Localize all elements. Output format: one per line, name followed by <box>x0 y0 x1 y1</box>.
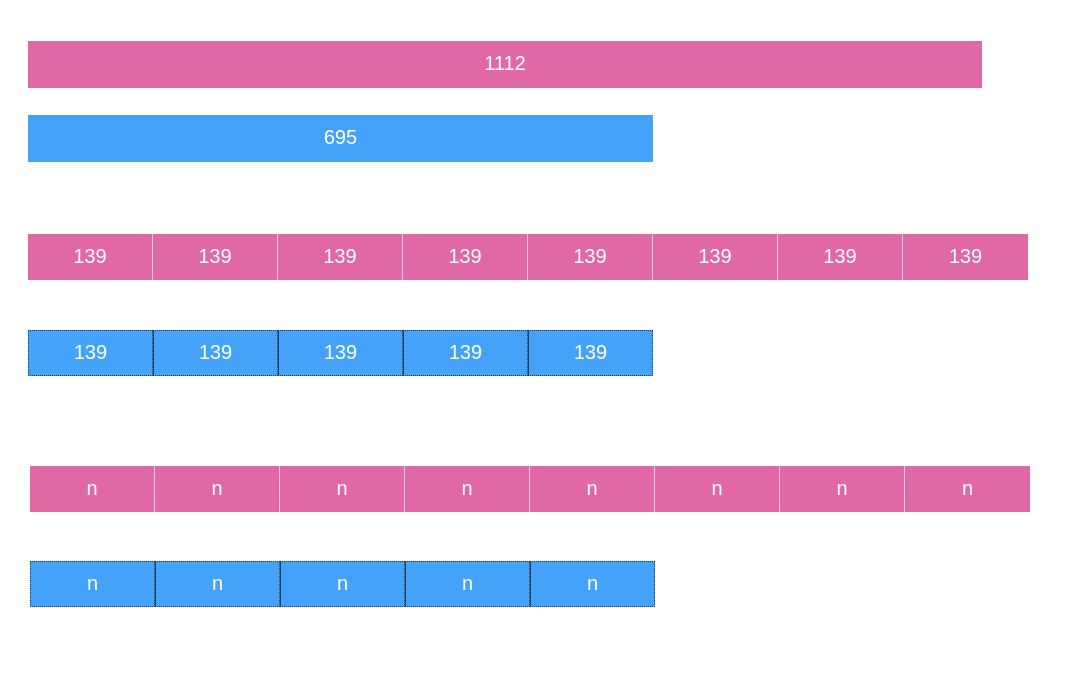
segment-cell: 139 <box>278 234 403 280</box>
segment-cell: n <box>405 561 530 607</box>
segment-cell: n <box>155 561 280 607</box>
segment-cell: 139 <box>778 234 903 280</box>
segment-cell: 139 <box>28 234 153 280</box>
total-bar-pink-label: 1112 <box>484 53 526 75</box>
segment-cell: 139 <box>528 234 653 280</box>
total-bar-blue-label: 695 <box>323 127 358 149</box>
segment-cell: n <box>30 561 155 607</box>
segment-cell: 139 <box>403 234 528 280</box>
total-bar-pink: 1112 <box>28 41 982 88</box>
segment-row-blue-139: 139 139 139 139 139 <box>28 330 653 376</box>
segment-cell: n <box>961 477 974 500</box>
segment-cell: n <box>280 561 405 607</box>
segment-cell: n <box>530 561 655 607</box>
segment-cell: n <box>280 466 405 512</box>
segment-row-pink-n: n n n n n n n n <box>30 466 1030 512</box>
segment-cell: n <box>155 466 280 512</box>
segment-cell: 139 <box>153 234 278 280</box>
segment-cell: n <box>655 466 780 512</box>
segment-row-blue-n: n n n n n <box>30 561 655 607</box>
total-bar-blue: 695 <box>28 115 653 162</box>
segment-row-pink-139: 139 139 139 139 139 139 139 139 <box>28 234 1028 280</box>
segment-cell: n <box>530 466 655 512</box>
segment-cell: n <box>30 466 155 512</box>
segment-cell: 139 <box>403 330 528 376</box>
segment-cell: 139 <box>528 330 653 376</box>
segment-cell: 139 <box>278 330 403 376</box>
segment-cell: 139 <box>28 330 153 376</box>
segment-cell: n <box>780 466 905 512</box>
segment-cell: 139 <box>948 245 983 268</box>
segment-cell: 139 <box>653 234 778 280</box>
segment-cell: 139 <box>153 330 278 376</box>
segment-cell: n <box>405 466 530 512</box>
